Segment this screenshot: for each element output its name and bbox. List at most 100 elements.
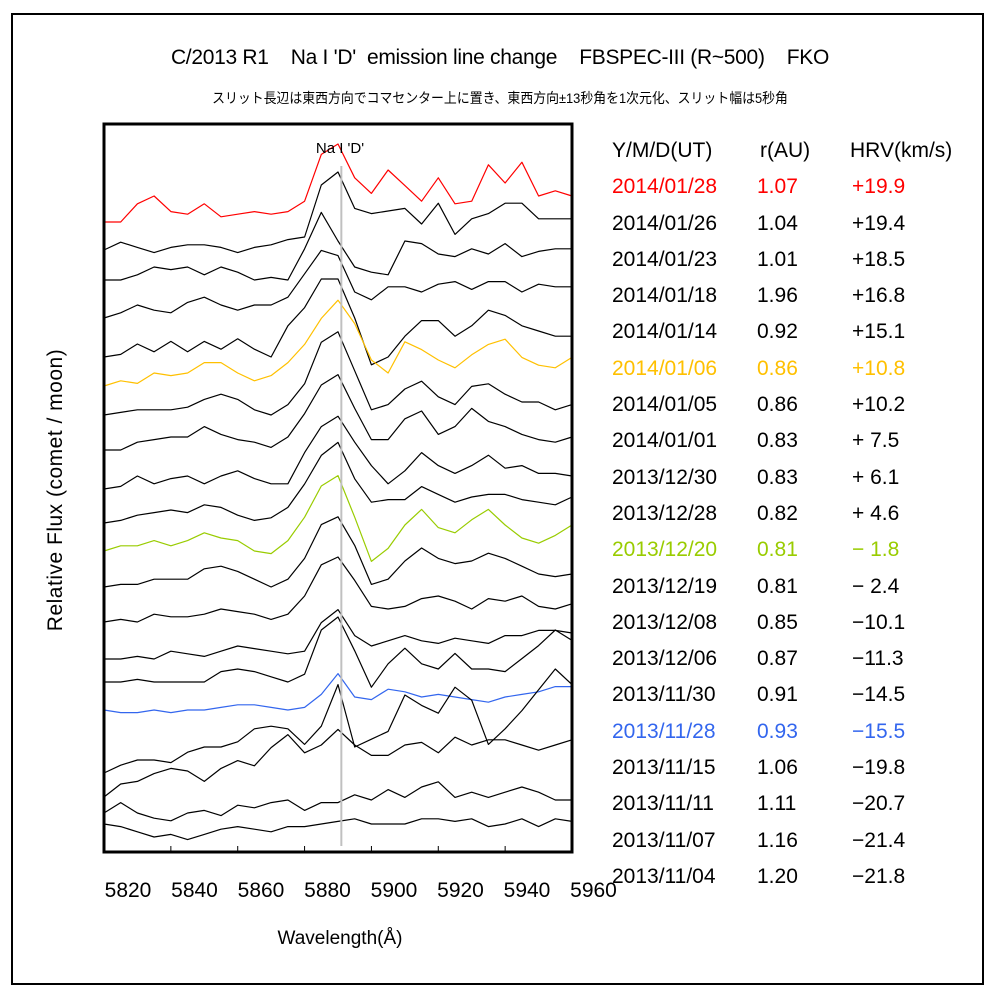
legend-date: 2014/01/01 — [612, 429, 718, 453]
legend-r-value: 1.20 — [757, 864, 798, 888]
spectrum-line-2013-11-15 — [103, 668, 573, 774]
legend-r-value: 1.07 — [757, 175, 798, 199]
x-tick-label: 5840 — [171, 879, 218, 902]
legend-hrv-value: −20.7 — [852, 792, 906, 816]
legend-date: 2013/12/06 — [612, 647, 718, 671]
legend-date: 2013/12/19 — [612, 574, 718, 598]
spectrum-line-2014-01-01 — [104, 374, 573, 451]
spectrum-line-2014-01-06 — [103, 299, 573, 387]
spectrum-line-2013-11-07 — [103, 781, 572, 822]
legend-date: 2014/01/06 — [612, 356, 718, 380]
legend-hrv-value: −21.8 — [852, 864, 906, 888]
spectrum-line-2014-01-05 — [103, 331, 573, 416]
legend-header-hrv: HRV(km/s) — [850, 139, 953, 162]
x-tick-label: 5860 — [237, 879, 285, 902]
x-axis-label: Wavelength(Å) — [277, 928, 403, 949]
legend-date: 2013/12/20 — [612, 538, 718, 562]
legend-date: 2014/01/05 — [612, 393, 718, 417]
legend-r-value: 0.81 — [757, 574, 798, 598]
legend-hrv-value: −14.5 — [852, 683, 906, 707]
legend-hrv-value: −19.8 — [852, 756, 906, 780]
legend-date: 2014/01/28 — [612, 175, 718, 199]
legend-r-value: 0.83 — [757, 465, 798, 489]
legend-date: 2013/11/04 — [612, 864, 716, 888]
y-axis-label: Relative Flux (comet / moon) — [44, 348, 67, 632]
chart-subtitle: スリット長辺は東西方向でコマセンター上に置き、東西方向±13秒角を1次元化、スリ… — [212, 90, 788, 106]
legend-hrv-value: +19.4 — [852, 211, 906, 235]
figure-frame — [11, 13, 984, 985]
spectrum-line-2014-01-23 — [104, 211, 572, 281]
legend-hrv-value: + 7.5 — [852, 429, 900, 453]
spectrum-line-2013-12-08 — [103, 556, 573, 623]
legend-date: 2013/11/11 — [612, 792, 714, 816]
legend-hrv-value: − 1.8 — [852, 538, 900, 562]
spectrum-line-2014-01-18 — [103, 249, 572, 319]
legend-hrv-value: +19.9 — [852, 175, 906, 199]
legend-hrv-value: +10.8 — [852, 356, 906, 380]
legend-header-date: Y/M/D(UT) — [612, 139, 713, 162]
legend-hrv-value: +16.8 — [852, 284, 906, 308]
legend-r-value: 1.04 — [757, 211, 798, 235]
legend-r-value: 1.11 — [757, 792, 797, 816]
x-tick-label: 5940 — [503, 879, 551, 902]
x-tick-label: 5960 — [570, 879, 617, 902]
legend-date: 2013/12/08 — [612, 610, 718, 634]
legend-header-r: r(AU) — [760, 139, 811, 162]
legend-r-value: 0.87 — [757, 647, 798, 671]
legend-r-value: 0.93 — [757, 719, 798, 743]
x-tick-label: 5900 — [370, 879, 418, 902]
x-axis-ticks — [170, 846, 506, 852]
legend-r-value: 1.16 — [757, 828, 798, 852]
legend-hrv-value: +18.5 — [852, 247, 906, 271]
spectrum-line-2013-11-11 — [103, 728, 573, 798]
spectrum-line-2014-01-26 — [103, 171, 572, 254]
legend-date: 2013/12/30 — [612, 465, 718, 489]
legend-date: 2014/01/26 — [612, 211, 718, 235]
legend-r-value: 0.91 — [757, 683, 798, 707]
chart-title: C/2013 R1 Na I 'D' emission line change … — [170, 46, 830, 69]
spectrum-line-2013-11-04 — [103, 818, 573, 841]
spectrum-line-2013-12-06 — [104, 608, 573, 660]
legend-date: 2014/01/14 — [612, 320, 718, 344]
spectrum-line-2013-12-30 — [103, 415, 573, 490]
legend-hrv-value: + 4.6 — [852, 501, 900, 525]
legend-hrv-value: −15.5 — [852, 719, 906, 743]
legend-r-value: 0.81 — [757, 538, 798, 562]
x-tick-label: 5920 — [437, 879, 484, 902]
legend-date: 2013/11/07 — [612, 828, 716, 852]
legend-r-value: 0.92 — [757, 320, 798, 344]
spectrum-line-2014-01-14 — [103, 278, 572, 366]
spectrum-line-2013-11-28 — [103, 672, 572, 714]
na-d-label: Na I 'D' — [315, 140, 365, 157]
legend-date: 2013/11/28 — [612, 719, 716, 743]
plot-area-border — [102, 122, 574, 854]
legend-date: 2013/11/15 — [612, 756, 716, 780]
spectrum-line-2013-12-20 — [103, 475, 573, 563]
legend-r-value: 0.86 — [757, 393, 798, 417]
spectrum-line-2013-12-19 — [103, 516, 573, 588]
spectrum-line-2013-12-28 — [103, 441, 573, 524]
legend-r-value: 1.06 — [757, 756, 798, 780]
legend-r-value: 0.85 — [757, 610, 798, 634]
legend-r-value: 1.01 — [757, 247, 798, 271]
spectrum-line-2014-01-28 — [104, 143, 573, 223]
legend-r-value: 1.96 — [757, 284, 798, 308]
legend-r-value: 0.82 — [757, 501, 798, 525]
legend-hrv-value: −11.3 — [852, 647, 904, 671]
legend-date: 2013/11/30 — [612, 683, 716, 707]
legend-r-value: 0.83 — [757, 429, 798, 453]
legend-date: 2014/01/18 — [612, 284, 718, 308]
spectrum-line-2013-11-30 — [104, 616, 573, 688]
x-tick-label: 5820 — [104, 879, 152, 902]
legend-hrv-value: +15.1 — [852, 320, 906, 344]
legend-date: 2014/01/23 — [612, 247, 718, 271]
legend-hrv-value: + 6.1 — [852, 465, 900, 489]
legend-r-value: 0.86 — [757, 356, 798, 380]
legend-hrv-value: −21.4 — [852, 828, 906, 852]
legend-hrv-value: +10.2 — [852, 393, 906, 417]
legend-date: 2013/12/28 — [612, 501, 718, 525]
series-layer — [103, 143, 573, 841]
x-tick-label: 5880 — [304, 879, 351, 902]
legend-hrv-value: −10.1 — [852, 610, 906, 634]
